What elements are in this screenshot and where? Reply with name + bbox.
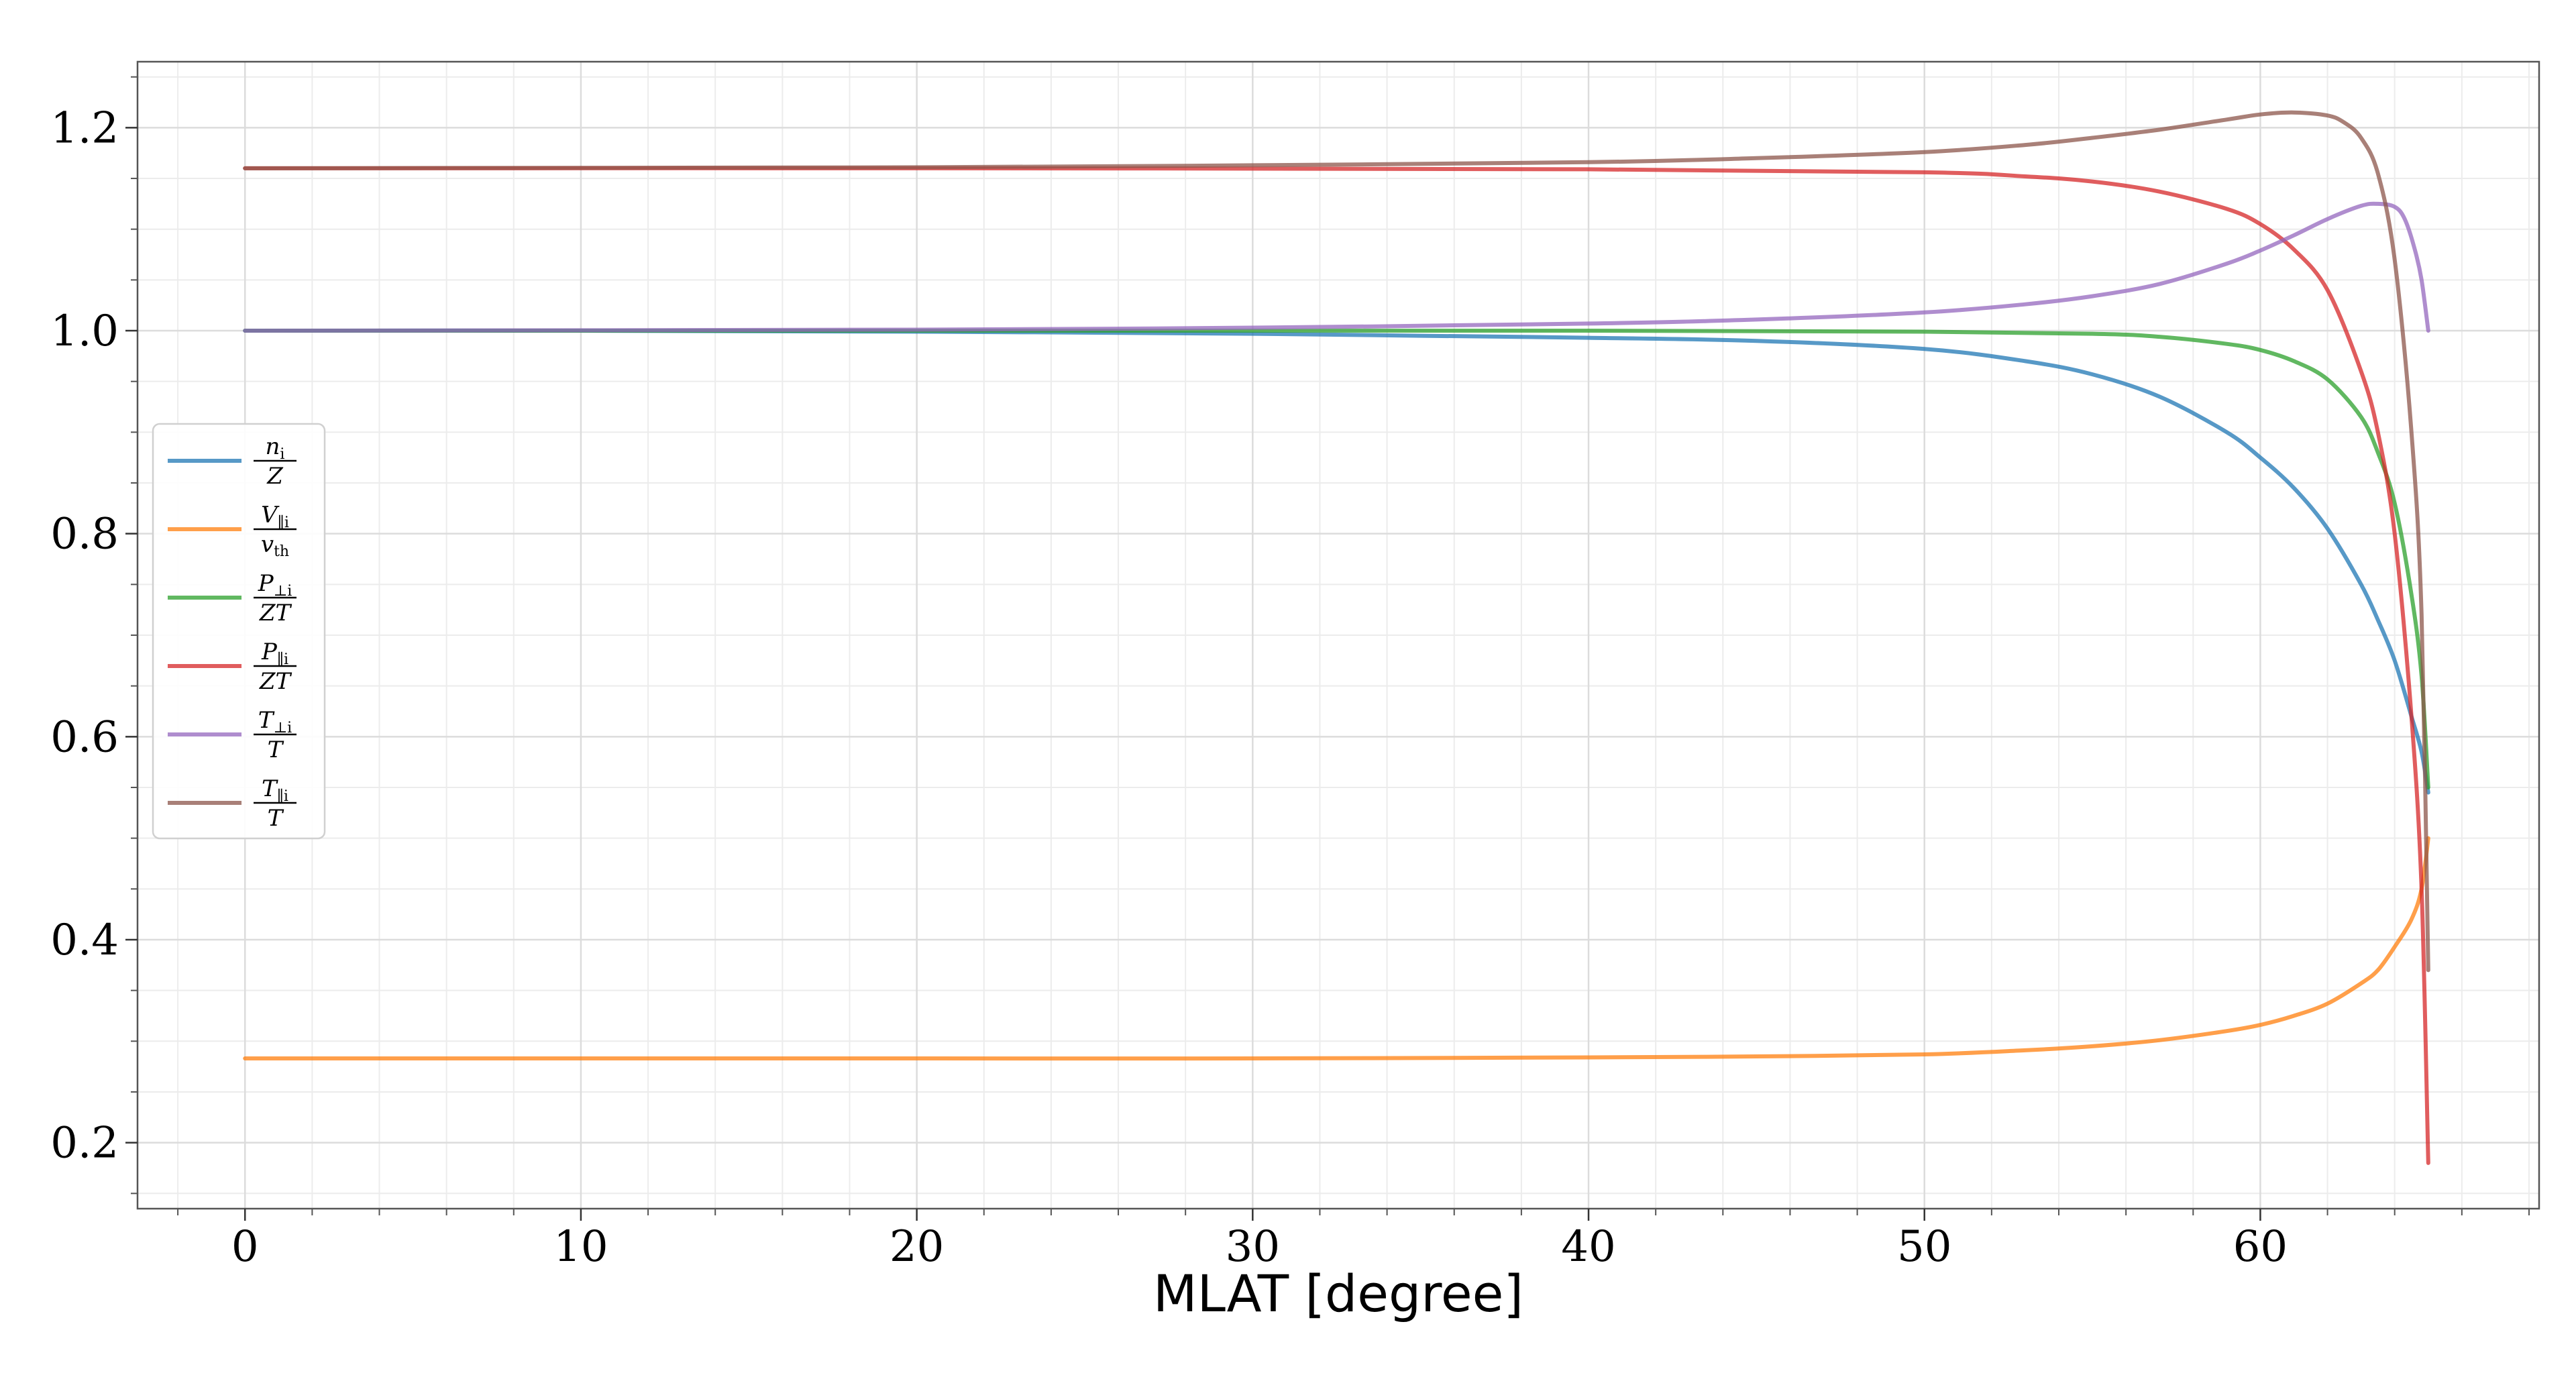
y-tick-label: 1.0: [50, 307, 119, 356]
grid: [138, 62, 2539, 1209]
x-tick-label: 30: [1226, 1222, 1280, 1272]
x-tick-label: 50: [1897, 1222, 1951, 1272]
legend-label-denominator: T: [268, 736, 284, 763]
series-line-1: [243, 836, 2430, 1061]
series-line-2: [243, 328, 2430, 789]
axis-ticks: 0 10 20 30 40 50 60 0.2 0.4 0.6 0.8 1.0 1.2: [50, 76, 2530, 1272]
x-axis-title: MLAT [degree]: [1153, 1264, 1523, 1323]
y-tick-label: 0.8: [50, 510, 119, 559]
series-lines: [243, 110, 2430, 1165]
series-line-0: [243, 328, 2430, 795]
legend-label-denominator: T: [268, 805, 284, 832]
x-tick-label: 0: [231, 1222, 259, 1272]
legend-label-denominator: vth: [261, 531, 289, 560]
legend-label-numerator: T⊥i: [258, 707, 292, 736]
legend-box: [152, 423, 326, 840]
x-tick-label: 20: [890, 1222, 944, 1272]
legend-label-numerator: T∥i: [262, 775, 288, 805]
y-tick-label: 0.2: [50, 1119, 119, 1168]
legend-label-numerator: P∥i: [261, 639, 288, 668]
legend-label-numerator: ni: [266, 433, 285, 463]
legend-label-numerator: V∥i: [261, 502, 289, 531]
x-tick-label: 60: [2233, 1222, 2288, 1272]
y-tick-label: 0.6: [50, 712, 119, 762]
series-line-4: [243, 201, 2430, 333]
legend-label-denominator: ZT: [259, 600, 292, 626]
x-tick-label: 40: [1561, 1222, 1615, 1272]
series-line-3: [243, 166, 2430, 1165]
legend-label-numerator: P⊥i: [258, 570, 292, 600]
legend-label-denominator: Z: [266, 463, 284, 490]
series-line-5: [243, 110, 2430, 973]
y-tick-label: 1.2: [50, 103, 119, 153]
x-tick-label: 10: [553, 1222, 608, 1272]
legend-label-denominator: ZT: [259, 668, 292, 695]
y-tick-label: 0.4: [50, 916, 119, 965]
